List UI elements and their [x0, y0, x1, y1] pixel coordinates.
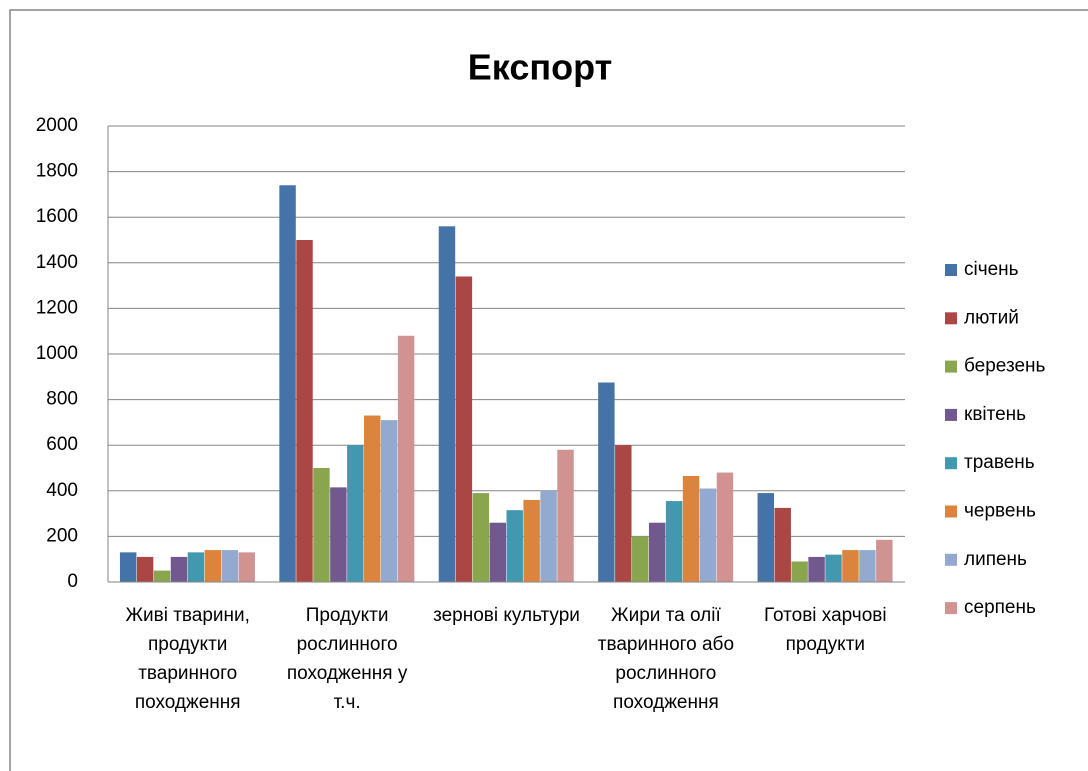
legend-label: лютий	[964, 307, 1019, 328]
x-tick-label: Продукти рослинного походження у т.ч.	[286, 605, 408, 713]
bar	[557, 449, 574, 582]
x-tick-label: Готові харчові продукти	[763, 605, 887, 655]
bar	[204, 550, 222, 582]
legend-label: березень	[964, 356, 1046, 377]
bar	[842, 550, 859, 582]
bar	[825, 554, 842, 582]
bar	[119, 552, 137, 582]
y-tick-label: 1400	[36, 252, 78, 273]
bar	[540, 490, 557, 582]
bar	[296, 240, 313, 582]
bar	[699, 488, 717, 582]
legend-label: квітень	[964, 404, 1026, 425]
bar	[397, 335, 415, 582]
x-tick-label: Живі тварини, продукти тваринного походж…	[125, 605, 250, 713]
x-tick-label: зернові культури	[433, 605, 580, 626]
bar	[136, 556, 154, 582]
bar	[455, 276, 473, 582]
y-tick-label: 1200	[36, 297, 78, 318]
bar	[716, 472, 734, 582]
bar	[364, 415, 381, 582]
bar	[472, 493, 490, 582]
bar	[221, 550, 239, 582]
y-tick-label: 1800	[36, 161, 78, 182]
bar	[187, 552, 205, 582]
bar	[615, 445, 632, 582]
y-tick-label: 1600	[36, 206, 78, 227]
y-tick-label: 800	[46, 389, 78, 410]
legend-marker	[945, 505, 957, 518]
legend-label: січень	[964, 259, 1019, 280]
bar	[632, 536, 649, 582]
legend-marker	[945, 312, 957, 325]
bar	[648, 522, 666, 582]
chart-title: Експорт	[468, 47, 612, 88]
y-tick-label: 0	[67, 571, 78, 592]
bar	[438, 226, 456, 582]
legend-marker	[945, 264, 957, 276]
bar	[523, 499, 540, 582]
bar	[859, 550, 876, 582]
y-tick-label: 400	[46, 480, 78, 501]
bar	[153, 570, 171, 582]
bar	[380, 420, 398, 582]
bar	[330, 487, 347, 582]
bar	[774, 507, 791, 582]
y-tick-label: 200	[46, 525, 78, 546]
y-tick-label: 1000	[36, 343, 78, 364]
bar	[682, 475, 700, 582]
legend-marker	[945, 553, 957, 566]
bar	[170, 556, 188, 582]
legend-label: травень	[964, 452, 1035, 473]
legend-label: серпень	[964, 597, 1036, 618]
legend-marker	[945, 457, 957, 470]
bar	[598, 382, 615, 582]
bar	[489, 522, 506, 582]
x-tick-label: Жири та олії тваринного або рослинного п…	[597, 605, 735, 713]
bar	[313, 468, 330, 582]
legend-label: червень	[964, 501, 1036, 522]
bar	[347, 445, 364, 582]
bar	[506, 510, 523, 582]
y-tick-label: 2000	[36, 115, 78, 136]
y-tick-label: 600	[46, 434, 78, 455]
bar	[791, 561, 808, 582]
bar	[279, 185, 296, 582]
bar	[665, 501, 683, 582]
legend-marker	[945, 360, 957, 373]
legend-marker	[945, 408, 957, 421]
bar	[757, 493, 774, 582]
legend-label: липень	[964, 549, 1027, 570]
legend-marker	[945, 602, 957, 615]
bar	[808, 556, 825, 582]
bar	[238, 552, 255, 582]
chart-frame	[9, 9, 1088, 771]
bar	[876, 539, 893, 582]
